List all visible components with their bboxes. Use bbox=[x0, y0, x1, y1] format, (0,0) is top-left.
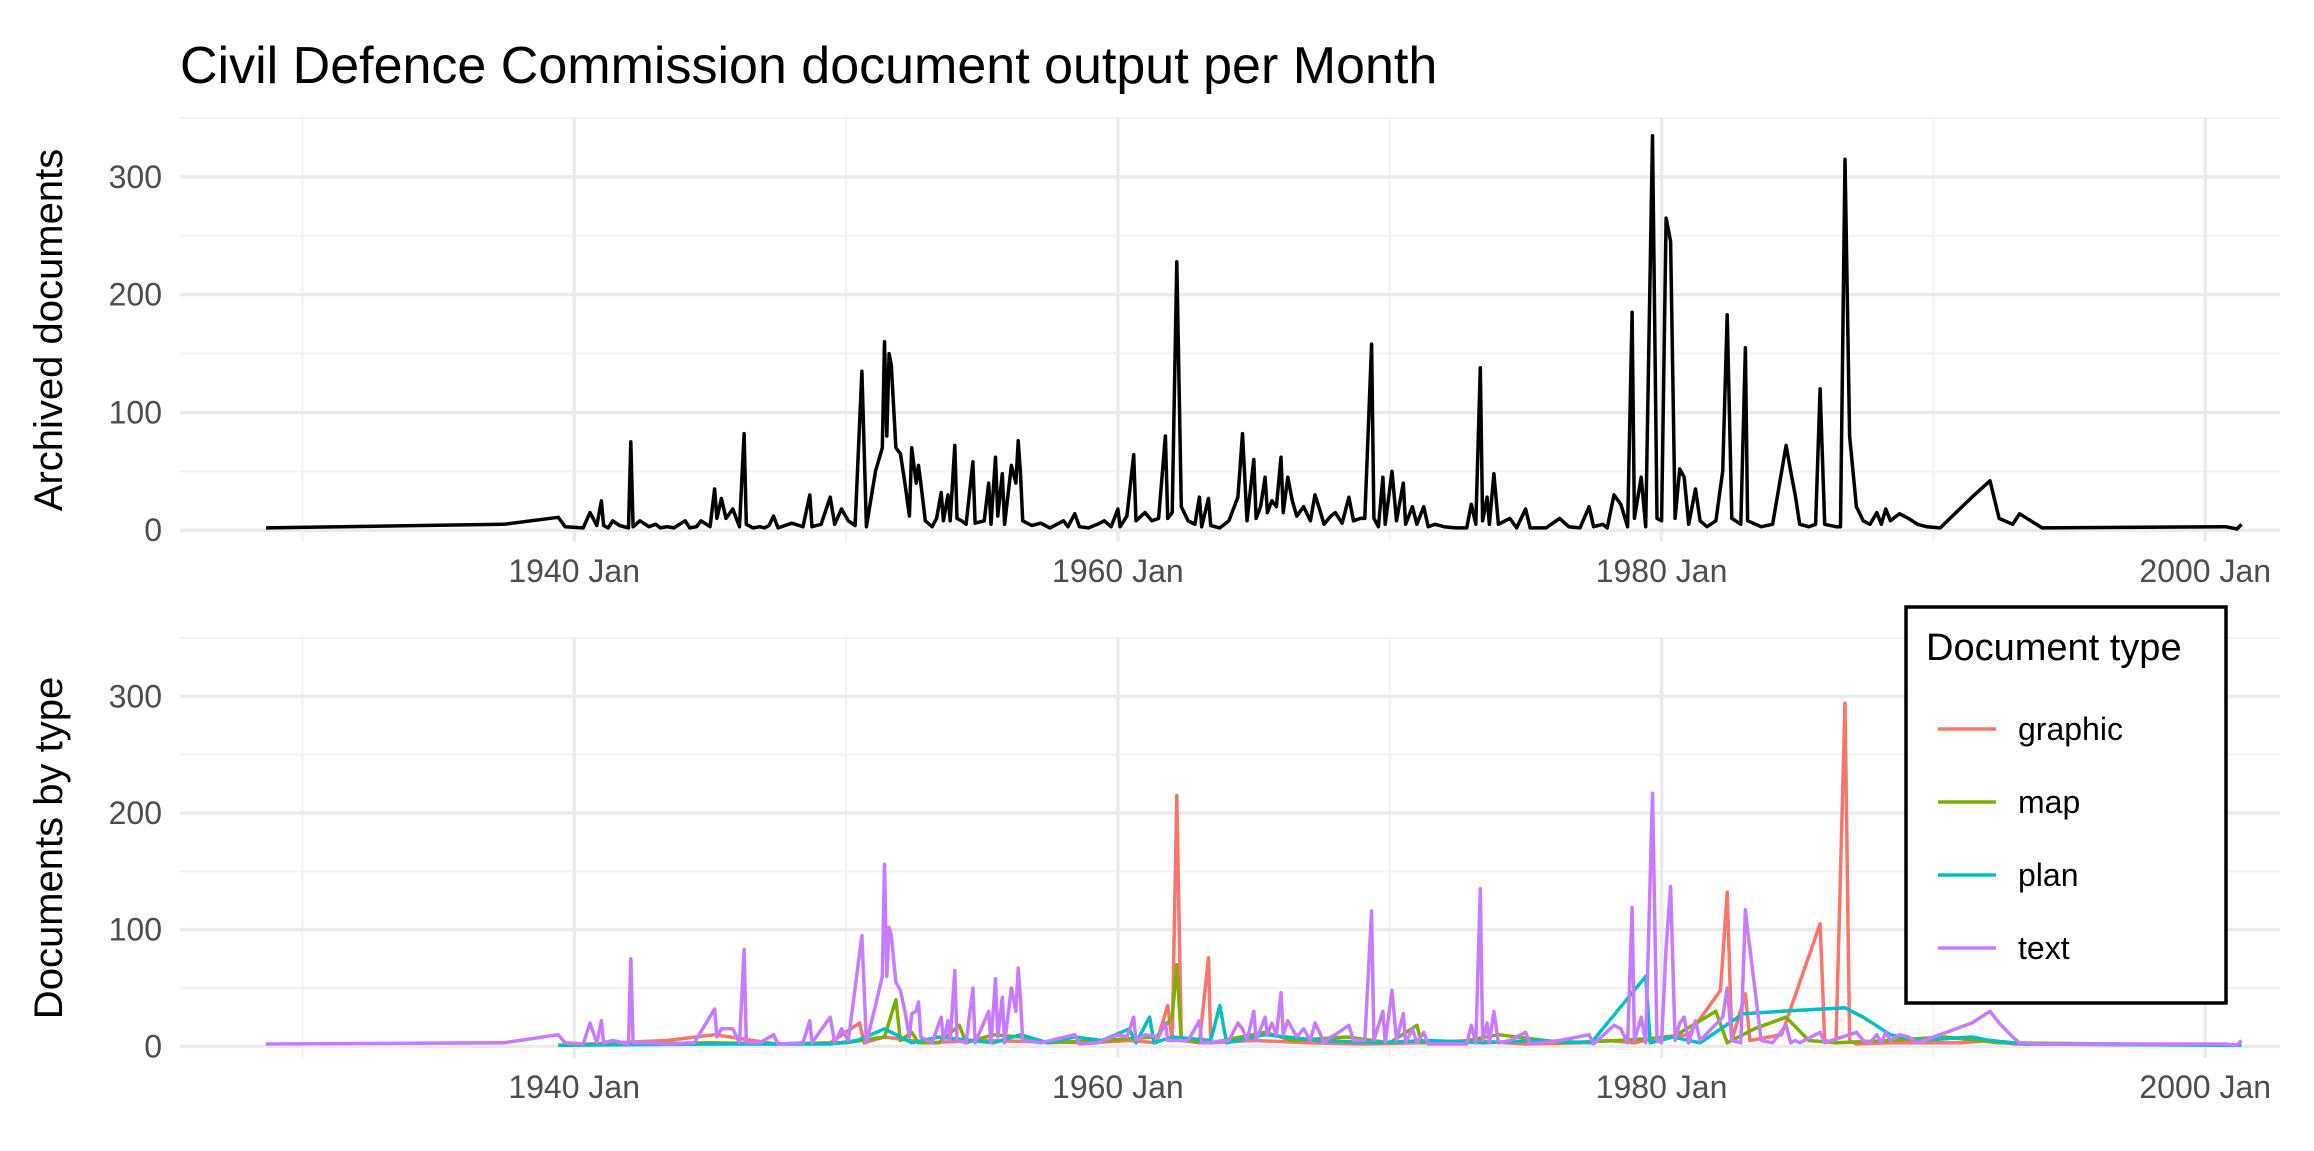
y-tick-label: 200 bbox=[109, 795, 162, 831]
y-tick-label: 100 bbox=[109, 394, 162, 430]
legend-label-text: text bbox=[2018, 930, 2070, 966]
x-tick-label: 1960 Jan bbox=[1052, 1069, 1184, 1105]
y-tick-label: 200 bbox=[109, 277, 162, 313]
x-tick-label: 2000 Jan bbox=[2139, 1069, 2271, 1105]
y-axis-label: Archived documents bbox=[27, 149, 71, 511]
x-tick-label: 1940 Jan bbox=[508, 553, 640, 589]
y-tick-label: 300 bbox=[109, 678, 162, 714]
series-line-total bbox=[266, 133, 2243, 531]
series-line-text bbox=[266, 791, 2243, 1047]
y-axis-label: Documents by type bbox=[27, 677, 71, 1019]
x-tick-label: 1980 Jan bbox=[1596, 553, 1728, 589]
legend-label-plan: plan bbox=[2018, 857, 2079, 893]
y-tick-label: 0 bbox=[144, 512, 162, 548]
x-tick-label: 2000 Jan bbox=[2139, 553, 2271, 589]
y-tick-label: 300 bbox=[109, 159, 162, 195]
chart-title: Civil Defence Commission document output… bbox=[180, 37, 1438, 95]
y-tick-label: 100 bbox=[109, 912, 162, 948]
x-tick-label: 1960 Jan bbox=[1052, 553, 1184, 589]
x-tick-label: 1980 Jan bbox=[1596, 1069, 1728, 1105]
legend-label-graphic: graphic bbox=[2018, 711, 2123, 747]
legend-label-map: map bbox=[2018, 784, 2080, 820]
legend-box bbox=[1904, 605, 2228, 1005]
y-tick-label: 0 bbox=[144, 1028, 162, 1064]
legend-title: Document type bbox=[1926, 627, 2182, 669]
x-tick-label: 1940 Jan bbox=[508, 1069, 640, 1105]
